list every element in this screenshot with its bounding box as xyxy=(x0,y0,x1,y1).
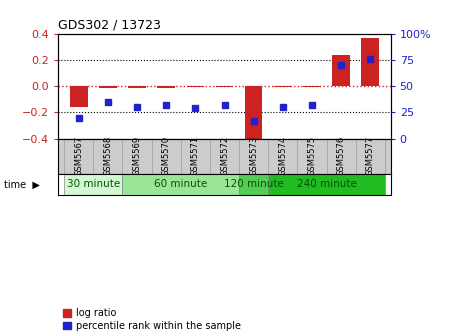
Text: 30 minute: 30 minute xyxy=(67,179,120,190)
Bar xyxy=(99,86,117,87)
Bar xyxy=(274,86,291,87)
Bar xyxy=(70,86,88,107)
Text: GSM5567: GSM5567 xyxy=(74,136,83,176)
Bar xyxy=(128,86,146,87)
Bar xyxy=(361,38,379,86)
Text: GSM5575: GSM5575 xyxy=(308,136,317,176)
Bar xyxy=(239,174,268,195)
Text: 60 minute: 60 minute xyxy=(154,179,207,190)
Bar xyxy=(216,86,233,87)
Text: GSM5573: GSM5573 xyxy=(249,136,258,176)
Text: GSM5572: GSM5572 xyxy=(220,136,229,176)
Text: time  ▶: time ▶ xyxy=(4,179,40,190)
Text: GSM5576: GSM5576 xyxy=(337,136,346,176)
Text: GDS302 / 13723: GDS302 / 13723 xyxy=(58,18,161,31)
Legend: log ratio, percentile rank within the sample: log ratio, percentile rank within the sa… xyxy=(63,308,241,331)
Text: 120 minute: 120 minute xyxy=(224,179,284,190)
Text: GSM5577: GSM5577 xyxy=(366,136,375,176)
Text: GSM5569: GSM5569 xyxy=(132,136,141,176)
Bar xyxy=(123,174,239,195)
Text: GSM5568: GSM5568 xyxy=(103,136,112,176)
Bar xyxy=(64,174,123,195)
Bar xyxy=(268,174,385,195)
Text: GSM5570: GSM5570 xyxy=(162,136,171,176)
Bar xyxy=(245,86,262,141)
Bar xyxy=(158,86,175,87)
Bar xyxy=(332,55,350,86)
Text: 240 minute: 240 minute xyxy=(297,179,357,190)
Bar xyxy=(303,86,321,87)
Text: GSM5574: GSM5574 xyxy=(278,136,287,176)
Text: GSM5571: GSM5571 xyxy=(191,136,200,176)
Bar xyxy=(187,86,204,87)
